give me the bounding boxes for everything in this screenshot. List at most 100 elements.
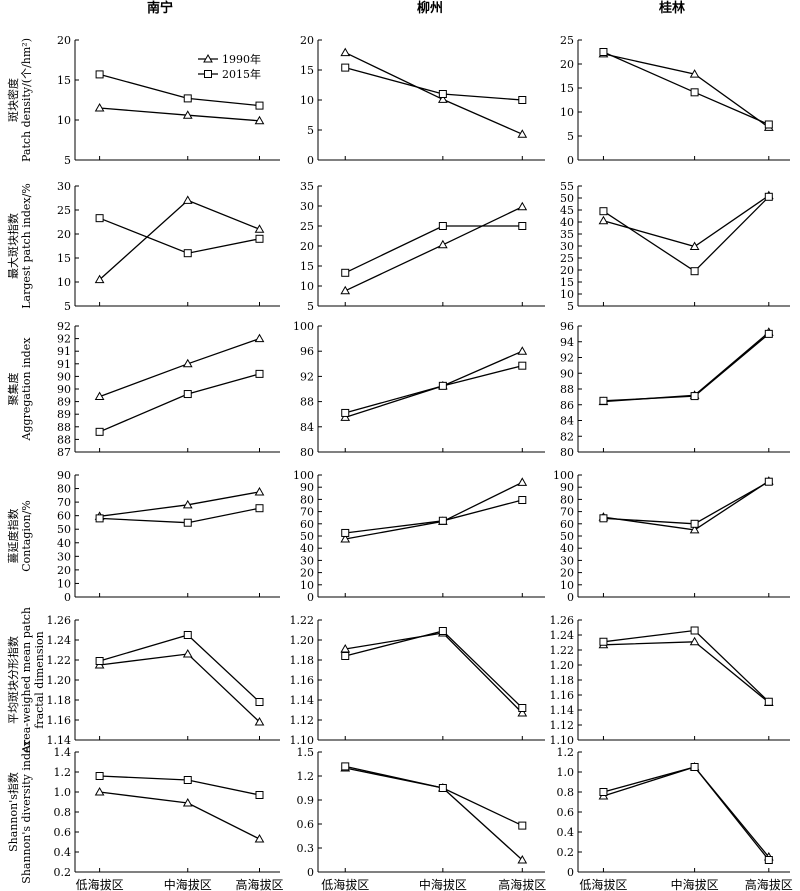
- panel-r4-liuzhou-series-2015-point: [518, 704, 527, 712]
- panel-r4-guilin-y-tick-label: 1.20: [550, 659, 575, 672]
- panel-r2-liuzhou-series-2015-point: [341, 408, 350, 417]
- panel-r5-guilin-y-tick-label: 0.4: [557, 826, 575, 839]
- panel-r0-nanning: 5 10 15 20: [57, 34, 280, 167]
- panel-r1-guilin-y-tick-label: 10: [560, 288, 574, 301]
- panel-r1-liuzhou-y-tick-label: 5: [307, 300, 314, 313]
- panel-r0-guilin-y-tick-label: 15: [560, 82, 574, 95]
- panel-r0-liuzhou-y-tick-label: 15: [300, 64, 314, 77]
- panel-r4-guilin: 1.10 1.12 1.14 1.16 1.18 1.20 1.22 1.24 1.26: [550, 614, 790, 747]
- row-label-2-line-0: 聚集度: [6, 373, 20, 406]
- panel-r4-guilin-y-tick-label: 1.26: [550, 614, 575, 627]
- panel-r4-nanning-series-1990-line: [99, 653, 260, 723]
- panel-r1-nanning-series-1990-point: [94, 274, 105, 284]
- panel-r3-nanning-series-1990-point: [254, 486, 265, 496]
- panel-r3-guilin-y-tick-label: 30: [560, 554, 574, 567]
- panel-r5-guilin-y-tick-label: 0: [567, 866, 574, 879]
- panel-r3-liuzhou-y-tick-label: 50: [300, 530, 314, 543]
- panel-r3-nanning-y-tick-label: 70: [57, 496, 71, 509]
- panel-r1-liuzhou-y-tick-label: 35: [300, 180, 314, 193]
- panel-r1-nanning-y-tick-label: 20: [57, 228, 71, 241]
- panel-r1-liuzhou-y-tick-label: 10: [300, 280, 314, 293]
- row-label-3-line-1: Contagion/%: [20, 500, 33, 572]
- panel-r1-guilin-y-tick-label: 30: [560, 240, 574, 253]
- panel-r0-guilin: 0 5 10 15 20 25: [560, 34, 790, 167]
- column-title-guilin: 桂林: [658, 0, 685, 16]
- panel-r5-nanning-series-2015-point: [95, 772, 104, 780]
- legend-marker-2015: [204, 70, 212, 78]
- panel-r5-guilin-y-tick-label: 1.2: [557, 746, 575, 759]
- row-label-0-line-0: 斑块密度: [6, 78, 20, 122]
- column-title-liuzhou: 柳州: [417, 0, 443, 16]
- panel-r5-nanning-y-tick-label: 0.4: [54, 846, 72, 859]
- panel-r4-liuzhou-y-tick-label: 1.10: [290, 734, 315, 747]
- panel-r2-guilin-series-2015-point: [764, 329, 773, 338]
- panel-r3-guilin-series-2015-point: [764, 477, 773, 486]
- panel-r5-nanning-series-1990-point: [94, 786, 105, 796]
- panel-r4-nanning-series-1990-point: [182, 648, 193, 658]
- panel-r1-guilin-y-tick-label: 20: [560, 264, 574, 277]
- panel-r0-nanning-y-tick-label: 5: [64, 154, 71, 167]
- column-title-nanning: 南宁: [147, 0, 173, 16]
- panel-r1-guilin-series-2015-point: [599, 207, 608, 216]
- panel-r3-liuzhou-y-tick-label: 30: [300, 554, 314, 567]
- panel-r0-liuzhou-series-1990-point: [517, 129, 528, 138]
- panel-r2-guilin-y-tick-label: 82: [560, 430, 574, 443]
- panel-r2-nanning-y-tick-label: 90: [57, 383, 71, 396]
- panel-r0-guilin-series-1990-line: [603, 53, 770, 128]
- panel-r3-guilin-series-2015-line: [603, 481, 770, 525]
- panel-r4-nanning-y-tick-label: 1.24: [47, 634, 72, 647]
- panel-r2-nanning-series-1990-point: [182, 358, 193, 368]
- panel-r0-nanning-series-1990-point: [94, 102, 105, 112]
- panel-r3-liuzhou-y-tick-label: 70: [300, 506, 314, 519]
- panel-r5-nanning-x-tick-label: 低海拔区: [76, 877, 124, 891]
- panel-r2-nanning-series-1990-line: [99, 337, 260, 398]
- panel-r4-guilin-y-tick-label: 1.22: [550, 644, 575, 657]
- panel-r0-nanning-series-2015-point: [255, 101, 264, 110]
- panel-r4-nanning-y-tick-label: 1.18: [47, 694, 72, 707]
- panel-r4-liuzhou-y-tick-label: 1.22: [290, 614, 315, 627]
- panel-r1-guilin-y-tick-label: 50: [560, 192, 574, 205]
- panel-r1-liuzhou-series-1990-point: [437, 239, 448, 249]
- panel-r5-guilin-x-tick-label: 中海拔区: [671, 877, 719, 891]
- row-label-5-line-0: Shannon's指数: [6, 772, 20, 852]
- panel-r5-liuzhou-y-tick-label: 0.6: [297, 818, 315, 831]
- panel-r4-guilin-series-2015-line: [603, 629, 770, 703]
- panel-r4-nanning-series-2015-line: [99, 634, 260, 703]
- panel-r3-liuzhou-y-tick-label: 40: [300, 542, 314, 555]
- panel-r5-nanning-y-tick-label: 1.2: [54, 766, 72, 779]
- panel-r3-nanning-y-tick-label: 0: [64, 591, 71, 604]
- panel-r1-nanning-y-tick-label: 10: [57, 276, 71, 289]
- panel-r4-guilin-y-tick-label: 1.18: [550, 674, 575, 687]
- panels: 5101520051015200510152025510152025305101…: [6, 34, 793, 891]
- panel-r3-nanning-y-tick-label: 50: [57, 523, 71, 536]
- panel-r4-nanning-series-2015-point: [183, 631, 192, 639]
- panel-r5-guilin-series-2015-line: [603, 766, 770, 861]
- panel-r5-liuzhou-series-2015-point: [518, 821, 527, 830]
- panel-r4-liuzhou-y-tick-label: 1.12: [290, 714, 315, 727]
- panel-r3-guilin-y-tick-label: 40: [560, 542, 574, 555]
- panel-r4-liuzhou-series-2015-point: [341, 652, 350, 660]
- panel-r2-nanning-y-tick-label: 92: [57, 320, 71, 333]
- panel-r1-guilin-y-tick-label: 45: [560, 204, 574, 217]
- panel-r2-nanning-y-tick-label: 88: [57, 433, 71, 446]
- panel-r5-nanning-x-tick-label: 中海拔区: [164, 877, 212, 891]
- panel-r2-nanning-series-2015-point: [183, 390, 192, 399]
- panel-r0-nanning-series-2015-point: [183, 94, 192, 103]
- panel-r4-nanning-series-2015-point: [255, 698, 264, 706]
- panel-r3-liuzhou-series-2015-point: [438, 516, 447, 525]
- panel-r1-guilin-series-2015-line: [603, 196, 770, 273]
- panel-r4-guilin-y-tick-label: 1.10: [550, 734, 575, 747]
- panel-r4-nanning-y-tick-label: 1.26: [47, 614, 72, 627]
- panel-r2-liuzhou-y-tick-label: 80: [300, 446, 314, 459]
- panel-r3-liuzhou-series-2015-point: [518, 496, 527, 505]
- panel-r4-guilin-series-2015-point: [599, 637, 608, 646]
- panel-r1-liuzhou-series-1990-point: [517, 201, 528, 211]
- panel-r1-nanning-series-2015-point: [183, 249, 192, 258]
- panel-r3-liuzhou-y-tick-label: 10: [300, 579, 314, 592]
- panel-r0-guilin-series-2015-line: [603, 51, 770, 126]
- panel-r2-nanning-series-2015-line: [99, 373, 260, 433]
- panel-r2-nanning-series-1990-point: [254, 333, 265, 343]
- panel-r5-liuzhou-x-tick-label: 低海拔区: [321, 877, 369, 891]
